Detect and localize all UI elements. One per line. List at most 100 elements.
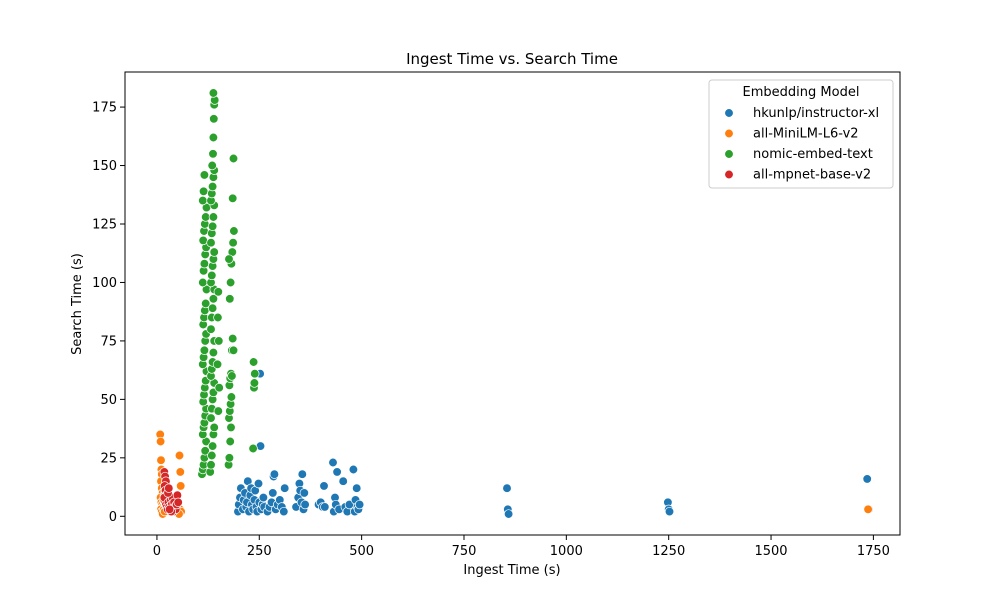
data-point xyxy=(228,345,239,355)
data-point xyxy=(319,481,329,491)
x-tick-label: 250 xyxy=(247,544,272,559)
data-point xyxy=(248,443,258,454)
legend-marker xyxy=(724,108,734,118)
data-point xyxy=(213,312,223,323)
data-point xyxy=(213,287,223,297)
legend-entry-label: hkunlp/instructor-xl xyxy=(753,106,879,121)
legend-box xyxy=(708,79,894,189)
data-point xyxy=(269,469,280,479)
data-point xyxy=(224,254,234,264)
data-point xyxy=(176,481,186,491)
data-point xyxy=(201,212,211,222)
y-tick-label: 175 xyxy=(92,101,117,116)
data-point xyxy=(502,483,512,493)
data-point xyxy=(199,170,210,180)
data-point xyxy=(206,460,216,470)
data-point xyxy=(207,441,218,451)
data-point xyxy=(213,406,223,416)
data-point xyxy=(228,193,238,203)
data-point xyxy=(332,467,342,477)
data-point xyxy=(209,114,219,124)
data-point xyxy=(249,378,260,388)
plot-area xyxy=(124,71,901,536)
chart-title: Ingest Time vs. Search Time xyxy=(406,50,618,68)
data-point xyxy=(228,238,238,248)
data-point xyxy=(207,270,217,281)
x-tick-label: 1000 xyxy=(550,544,583,559)
data-point xyxy=(207,221,218,231)
x-tick-label: 0 xyxy=(153,544,161,559)
data-point xyxy=(206,238,216,248)
data-point xyxy=(207,450,217,461)
legend-marker xyxy=(724,128,734,139)
data-point xyxy=(228,153,239,164)
data-point xyxy=(208,294,219,304)
data-point xyxy=(198,186,209,196)
data-point xyxy=(328,457,338,468)
data-point xyxy=(664,506,675,517)
data-point xyxy=(299,488,309,498)
y-tick-label: 0 xyxy=(109,510,117,525)
data-point xyxy=(164,483,174,493)
data-point xyxy=(352,483,362,493)
series-3 xyxy=(159,467,183,517)
data-point xyxy=(320,502,330,512)
y-tick-label: 125 xyxy=(92,217,117,232)
x-axis: 0 250 500 750 1000 1250 1500 1750 xyxy=(153,535,890,559)
data-point xyxy=(164,504,175,514)
legend-entry-label: all-mpnet-base-v2 xyxy=(753,168,871,183)
data-point xyxy=(209,422,219,433)
data-point xyxy=(503,509,514,519)
data-point xyxy=(225,277,236,288)
data-point xyxy=(208,149,218,159)
x-tick-label: 500 xyxy=(349,544,374,559)
data-point xyxy=(201,298,211,309)
x-tick-label: 1250 xyxy=(652,544,685,559)
data-point xyxy=(224,453,235,463)
data-point xyxy=(155,436,166,447)
y-tick-label: 50 xyxy=(100,393,117,408)
data-point xyxy=(207,160,217,171)
data-point xyxy=(863,504,873,514)
data-point xyxy=(225,294,235,304)
data-point xyxy=(268,488,278,498)
data-point xyxy=(300,499,310,510)
data-point xyxy=(207,303,218,313)
data-point xyxy=(207,181,218,192)
data-point xyxy=(199,345,210,355)
data-point xyxy=(209,247,219,257)
data-point xyxy=(279,506,289,517)
data-point xyxy=(253,478,264,489)
data-point xyxy=(174,450,185,461)
legend: Embedding Model hkunlp/instructor-xl all-M… xyxy=(708,79,894,189)
x-axis-label: Ingest Time (s) xyxy=(463,563,560,578)
x-tick-label: 750 xyxy=(452,544,477,559)
data-point xyxy=(208,132,219,143)
series-0 xyxy=(233,369,874,519)
y-tick-label: 150 xyxy=(92,159,117,174)
data-point xyxy=(226,422,236,433)
y-tick-label: 25 xyxy=(100,451,117,466)
y-tick-label: 100 xyxy=(92,276,117,291)
x-tick-label: 1750 xyxy=(857,544,890,559)
y-axis-label: Search Time (s) xyxy=(70,253,85,355)
data-point xyxy=(212,359,223,369)
data-point xyxy=(338,476,348,486)
data-point xyxy=(258,492,269,503)
data-point xyxy=(200,446,210,456)
data-point xyxy=(198,235,208,246)
data-point xyxy=(862,474,872,484)
legend-entry-label: all-MiniLM-L6-v2 xyxy=(753,127,859,142)
data-point xyxy=(175,467,185,477)
data-point xyxy=(229,226,239,236)
y-axis: 0 25 50 75 100 125 150 175 xyxy=(92,101,125,525)
data-point xyxy=(173,497,183,507)
y-tick-label: 75 xyxy=(100,334,117,349)
data-point xyxy=(198,195,208,206)
data-point xyxy=(198,277,208,288)
data-point xyxy=(280,483,290,493)
plot-frame xyxy=(124,71,901,536)
data-point xyxy=(208,212,219,222)
data-point xyxy=(297,469,307,479)
